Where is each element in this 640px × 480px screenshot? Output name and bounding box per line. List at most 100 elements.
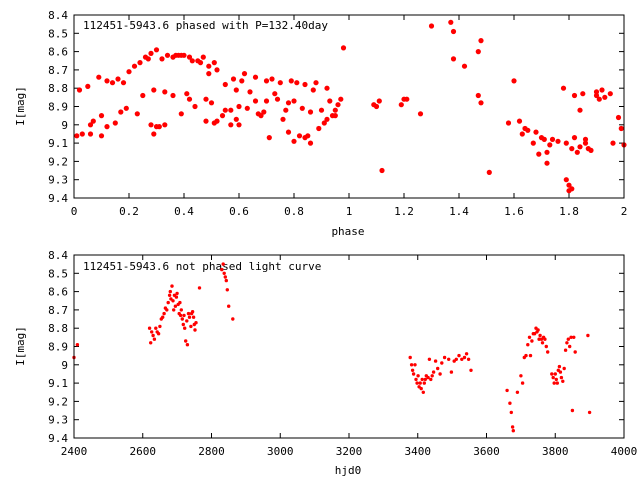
- unphased-x-tick-label: 2400: [61, 445, 88, 458]
- phased-data-point: [203, 96, 209, 102]
- unphased-data-point: [543, 337, 547, 341]
- phased-data-point: [148, 122, 154, 128]
- unphased-y-tick-label: 8.8: [48, 322, 68, 335]
- phased-data-point: [599, 87, 605, 93]
- phased-data-point: [263, 98, 270, 104]
- phased-data-point: [571, 135, 578, 141]
- phased-data-point: [74, 133, 80, 139]
- unphased-data-point: [147, 326, 152, 330]
- phased-x-tick-label: 2: [621, 205, 628, 218]
- phased-data-point: [222, 81, 228, 88]
- phased-data-point: [324, 116, 330, 122]
- phased-data-point: [145, 56, 151, 62]
- phased-data-point: [151, 87, 157, 93]
- unphased-data-point: [156, 332, 161, 336]
- unphased-plot-points: [72, 262, 592, 433]
- phased-data-point: [236, 103, 242, 110]
- phased-data-point: [544, 149, 550, 155]
- phased-y-tick-label: 9: [61, 119, 68, 132]
- phased-y-tick-label: 8.7: [48, 64, 68, 77]
- unphased-data-point: [557, 364, 562, 369]
- unphased-data-point: [413, 363, 417, 367]
- unphased-data-point: [75, 343, 80, 347]
- unphased-data-point: [565, 341, 569, 345]
- unphased-data-point: [194, 321, 198, 325]
- phased-data-point: [118, 109, 124, 115]
- unphased-y-tick-label: 9.4: [48, 432, 68, 445]
- unphased-data-point: [185, 343, 190, 347]
- phased-data-point: [580, 91, 586, 97]
- unphased-plot-frame: [73, 254, 625, 439]
- phased-plot-x-label: phase: [331, 225, 364, 238]
- phased-data-point: [560, 85, 567, 91]
- phased-data-point: [148, 50, 154, 57]
- unphased-data-point: [431, 370, 436, 374]
- phased-data-point: [178, 111, 184, 117]
- unphased-data-point: [149, 341, 153, 345]
- unphased-data-point: [411, 372, 416, 376]
- unphased-data-point: [440, 361, 444, 365]
- phased-data-point: [76, 87, 83, 93]
- unphased-data-point: [179, 308, 183, 312]
- unphased-data-point: [410, 368, 415, 372]
- unphased-data-point: [167, 293, 172, 297]
- unphased-light-curve-plot: 112451-5943.6 not phased light curve hjd…: [14, 249, 637, 477]
- phased-data-point: [324, 85, 330, 91]
- phased-data-point: [618, 125, 624, 132]
- unphased-data-point: [187, 315, 192, 319]
- phased-data-point: [461, 63, 468, 69]
- phased-data-point: [291, 138, 297, 144]
- phased-data-point: [519, 131, 525, 137]
- phased-data-point: [475, 92, 481, 99]
- phased-data-point: [233, 87, 239, 93]
- unphased-data-point: [559, 375, 564, 380]
- phased-data-point: [291, 98, 297, 104]
- unphased-data-point: [524, 353, 528, 358]
- unphased-plot-title: 112451-5943.6 not phased light curve: [83, 260, 321, 273]
- phased-x-tick-label: 1.4: [449, 205, 469, 218]
- phased-data-point: [131, 63, 138, 69]
- unphased-data-point: [224, 278, 228, 283]
- phased-data-point: [98, 113, 105, 119]
- phased-plot-y-label: I[mag]: [14, 86, 27, 126]
- phased-data-point: [305, 133, 311, 139]
- unphased-data-point: [528, 353, 533, 358]
- phased-data-point: [230, 76, 237, 82]
- unphased-data-point: [222, 271, 226, 275]
- phased-data-point: [566, 182, 572, 188]
- phased-data-point: [332, 113, 338, 119]
- phased-data-point: [307, 109, 314, 115]
- unphased-data-point: [420, 377, 424, 382]
- phased-data-point: [516, 118, 523, 124]
- phased-data-point: [140, 92, 146, 99]
- phased-data-point: [569, 146, 575, 152]
- phased-data-point: [376, 98, 382, 104]
- phased-data-point: [288, 78, 294, 84]
- unphased-x-tick-label: 3400: [405, 445, 432, 458]
- unphased-data-point: [175, 291, 179, 296]
- phased-data-point: [533, 129, 539, 135]
- unphased-data-point: [505, 388, 509, 393]
- phased-data-point: [184, 91, 190, 97]
- phased-data-point: [398, 102, 404, 108]
- phased-data-point: [252, 98, 259, 104]
- unphased-data-point: [183, 326, 187, 330]
- unphased-data-point: [447, 357, 451, 361]
- unphased-data-point: [429, 377, 433, 382]
- unphased-data-point: [509, 410, 513, 415]
- phased-data-point: [189, 58, 195, 64]
- phased-data-point: [263, 78, 270, 84]
- phased-data-point: [211, 60, 217, 66]
- phased-data-point: [577, 144, 583, 150]
- phased-data-point: [615, 114, 622, 121]
- unphased-data-point: [454, 357, 458, 361]
- phased-y-tick-label: 9.1: [48, 137, 68, 150]
- unphased-x-tick-label: 3800: [542, 445, 569, 458]
- unphased-data-point: [561, 379, 565, 383]
- unphased-data-point: [426, 375, 430, 380]
- phased-data-point: [228, 107, 234, 113]
- unphased-data-point: [190, 310, 195, 314]
- phased-data-point: [541, 136, 547, 142]
- unphased-x-tick-label: 2600: [130, 445, 157, 458]
